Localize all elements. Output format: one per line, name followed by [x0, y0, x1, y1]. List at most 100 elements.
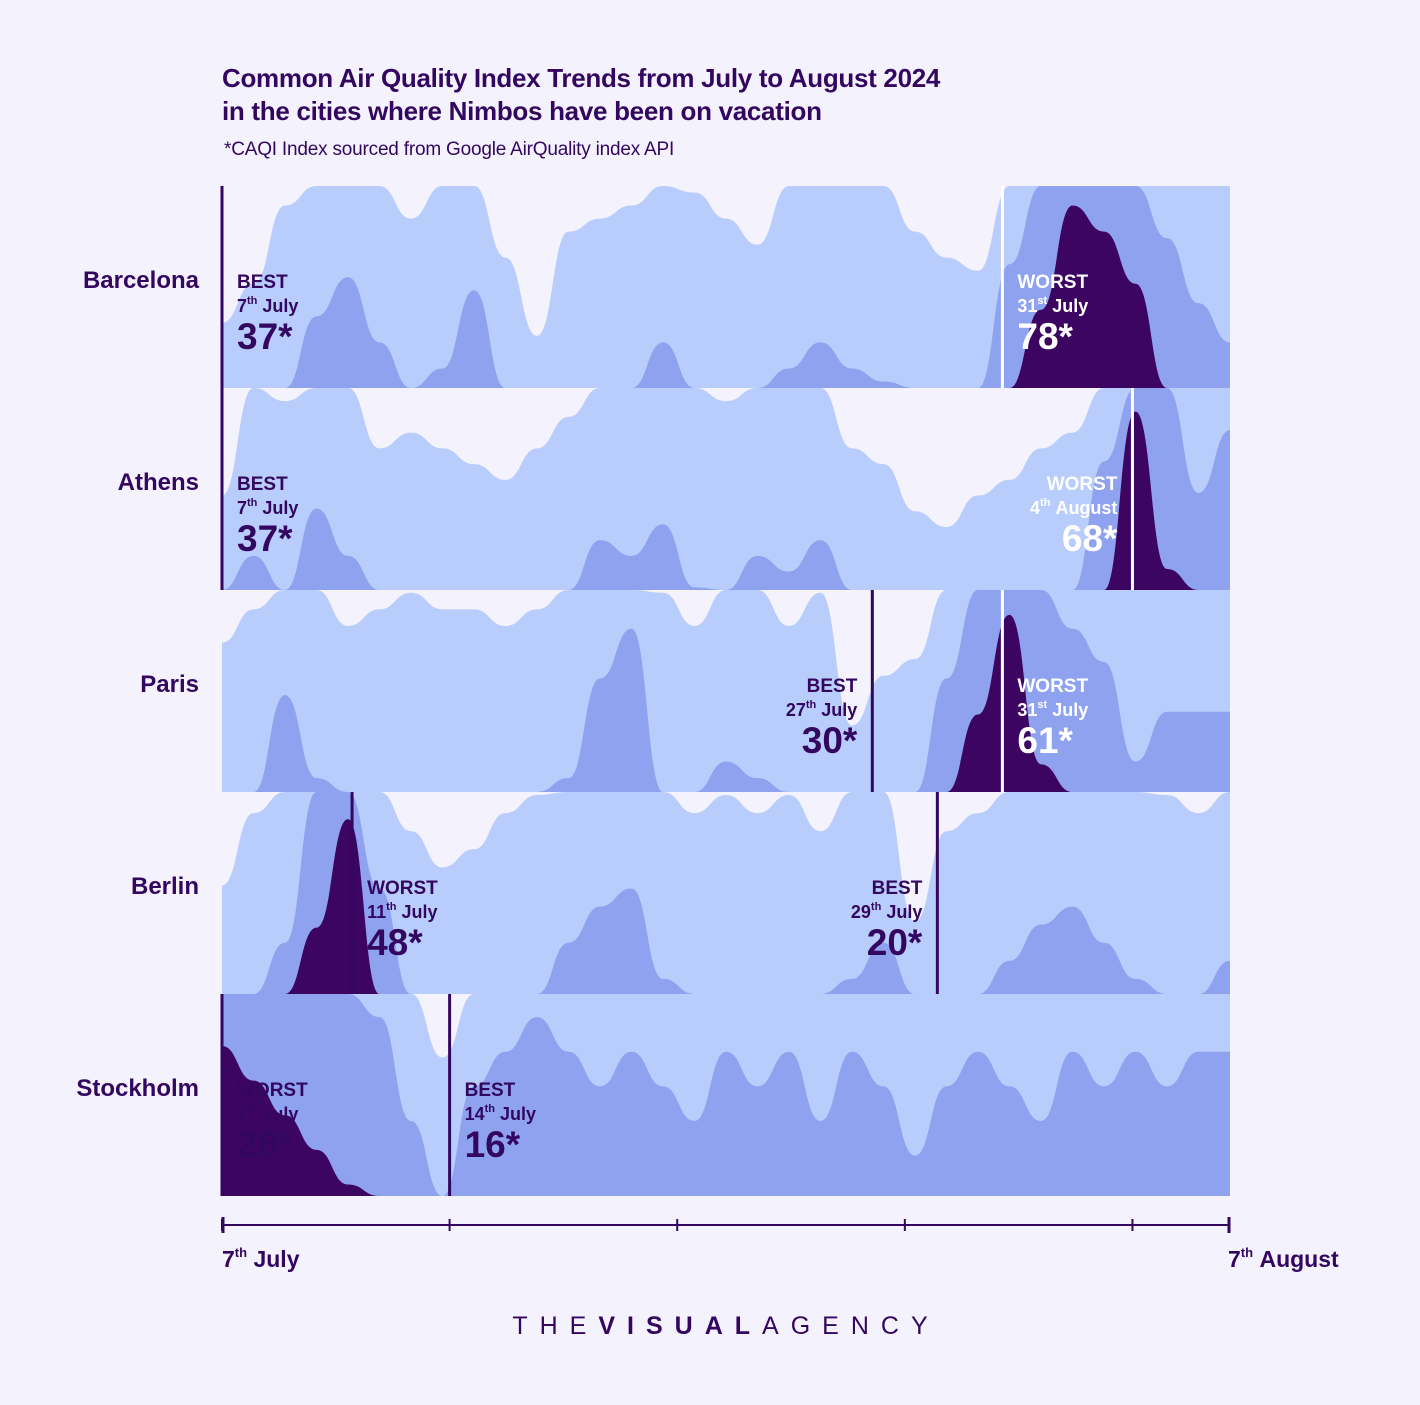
annotation-day-suffix: th: [1040, 497, 1051, 509]
annotation-value: 28*: [237, 1124, 293, 1165]
annotation-month: July: [396, 902, 437, 922]
band-2-barcelona: [222, 186, 1230, 388]
brand-the: THE: [512, 1312, 599, 1340]
annotation-day-suffix: th: [247, 1103, 258, 1115]
annotation-day-suffix: th: [871, 901, 882, 913]
annotation-date: 14th July: [465, 1103, 536, 1124]
band-3-paris: [222, 614, 1230, 792]
brand-visual: VISUAL: [598, 1312, 763, 1340]
annotation-month: July: [257, 296, 298, 316]
annotation-value: 68*: [1062, 518, 1118, 559]
annotation-date: 7th July: [237, 295, 298, 316]
annotation-date: 4th August: [1030, 497, 1117, 518]
x-axis-start-label: 7th July: [222, 1245, 300, 1272]
annotation-kind: WORST: [237, 1080, 308, 1101]
annotation-day: 7: [237, 1104, 247, 1124]
annotation-kind: BEST: [872, 878, 923, 899]
annotation-day: 4: [1030, 498, 1040, 518]
annotation-day-suffix: th: [485, 1103, 496, 1115]
annotation-value: 37*: [237, 518, 293, 559]
row-barcelona-bands: [222, 186, 1230, 388]
x-axis-end-label-month: August: [1253, 1246, 1339, 1272]
annotation-day-suffix: th: [247, 295, 258, 307]
annotation-date: 7th July: [237, 1103, 298, 1124]
row-athens-bands: [222, 388, 1230, 590]
band-3-athens: [222, 411, 1230, 590]
band-1-athens: [222, 388, 1230, 590]
annotation-date: 31st July: [1017, 699, 1088, 720]
band-2-stockholm: [222, 994, 1230, 1196]
row-paris-bands: [222, 590, 1230, 792]
city-label-athens: Athens: [118, 469, 199, 496]
x-axis: 7th July 7th August: [221, 1217, 1339, 1272]
row-berlin-bands: [222, 792, 1230, 994]
annotation-kind: WORST: [367, 878, 438, 899]
annotation-value: 48*: [367, 922, 423, 963]
annotation-date: 31st July: [1017, 295, 1088, 316]
annotation-month: July: [816, 700, 857, 720]
chart-subtitle: *CAQI Index sourced from Google AirQuali…: [224, 139, 675, 160]
brand-agency: AGENCY: [762, 1312, 940, 1340]
band-1-berlin: [222, 792, 1230, 994]
annotation-day: 11: [367, 902, 386, 922]
x-axis-end-label-suffix: th: [1241, 1245, 1253, 1260]
annotation-day: 7: [237, 296, 247, 316]
chart-title-line-2: in the cities where Nimbos have been on …: [222, 96, 822, 126]
brand-logo: THEVISUALAGENCY: [0, 1312, 1420, 1341]
annotation-month: July: [1047, 296, 1088, 316]
x-axis-end-label: 7th August: [1228, 1245, 1339, 1272]
annotation-day: 27: [786, 700, 806, 720]
annotation-kind: BEST: [237, 272, 288, 293]
annotation-month: July: [1047, 700, 1088, 720]
annotation-kind: BEST: [465, 1080, 516, 1101]
annotation-day: 31: [1017, 296, 1037, 316]
annotation-day-suffix: th: [386, 901, 397, 913]
annotation-kind: WORST: [1047, 474, 1118, 495]
annotation-kind: WORST: [1017, 272, 1088, 293]
city-label-berlin: Berlin: [131, 873, 199, 900]
annotation-month: July: [257, 498, 298, 518]
annotation-day-suffix: th: [806, 699, 817, 711]
x-axis-start-label-suffix: th: [235, 1245, 247, 1260]
annotation-value: 30*: [802, 720, 858, 761]
annotation-date: 7th July: [237, 497, 298, 518]
annotation-month: July: [495, 1104, 536, 1124]
annotation-date: 27th July: [786, 699, 857, 720]
annotation-day: 14: [465, 1104, 485, 1124]
chart-title: Common Air Quality Index Trends from Jul…: [222, 62, 940, 128]
row-stockholm-bands: [222, 994, 1230, 1196]
city-label-stockholm: Stockholm: [76, 1075, 199, 1102]
annotation-day-suffix: st: [1037, 699, 1047, 711]
annotation-day-suffix: st: [1037, 295, 1047, 307]
annotation-value: 78*: [1017, 316, 1073, 357]
city-label-paris: Paris: [140, 671, 199, 698]
annotation-day: 31: [1017, 700, 1037, 720]
annotation-month: July: [257, 1104, 298, 1124]
annotation-value: 20*: [867, 922, 923, 963]
annotation-day: 7: [237, 498, 247, 518]
annotation-kind: BEST: [237, 474, 288, 495]
annotation-date: 11th July: [367, 901, 437, 922]
annotation-value: 61*: [1017, 720, 1073, 761]
annotation-month: August: [1050, 498, 1117, 518]
band-3-berlin: [222, 819, 1230, 994]
annotation-date: 29th July: [851, 901, 922, 922]
annotation-month: July: [881, 902, 922, 922]
chart-title-line-1: Common Air Quality Index Trends from Jul…: [222, 63, 941, 93]
band-3-barcelona: [222, 205, 1230, 388]
annotation-value: 16*: [465, 1124, 521, 1165]
